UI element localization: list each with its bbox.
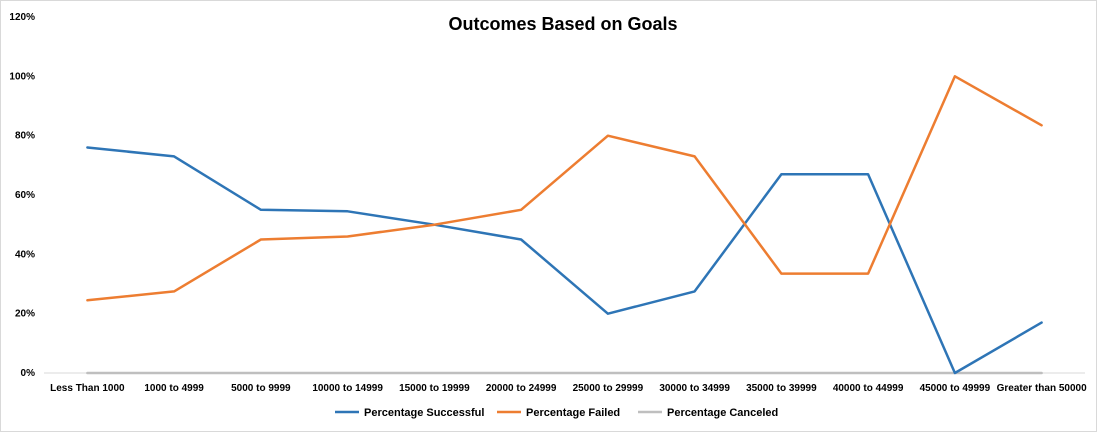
x-tick-label: 5000 to 9999	[231, 383, 291, 394]
y-tick-label: 60%	[15, 190, 35, 201]
y-axis: 0% 20% 40% 60% 80% 100% 120%	[9, 12, 35, 379]
series-layer	[87, 76, 1041, 373]
y-tick-label: 0%	[21, 368, 36, 379]
series-line-percentage-failed	[87, 76, 1041, 300]
y-tick-label: 40%	[15, 249, 35, 260]
y-tick-label: 20%	[15, 309, 35, 320]
legend-label: Percentage Canceled	[667, 407, 778, 419]
x-tick-label: 25000 to 29999	[573, 383, 644, 394]
legend-label: Percentage Failed	[526, 407, 620, 419]
x-tick-label: 1000 to 4999	[144, 383, 204, 394]
chart-title: Outcomes Based on Goals	[448, 14, 677, 34]
x-axis: Less Than 1000 1000 to 4999 5000 to 9999 10…	[44, 373, 1087, 394]
x-tick-label: 30000 to 34999	[659, 383, 730, 394]
x-tick-label: 15000 to 19999	[399, 383, 470, 394]
legend: Percentage Successful Percentage Failed Pe…	[335, 407, 778, 419]
x-tick-label: Greater than 50000	[997, 383, 1087, 394]
x-tick-label: 45000 to 49999	[920, 383, 991, 394]
x-tick-label: 35000 to 39999	[746, 383, 817, 394]
x-tick-label: 10000 to 14999	[312, 383, 383, 394]
x-tick-label: Less Than 1000	[50, 383, 125, 394]
x-tick-label: 20000 to 24999	[486, 383, 557, 394]
x-tick-label: 40000 to 44999	[833, 383, 904, 394]
y-tick-label: 100%	[9, 71, 35, 82]
y-tick-label: 120%	[9, 12, 35, 23]
series-line-percentage-successful	[87, 148, 1041, 374]
y-tick-label: 80%	[15, 131, 35, 142]
legend-label: Percentage Successful	[364, 407, 484, 419]
